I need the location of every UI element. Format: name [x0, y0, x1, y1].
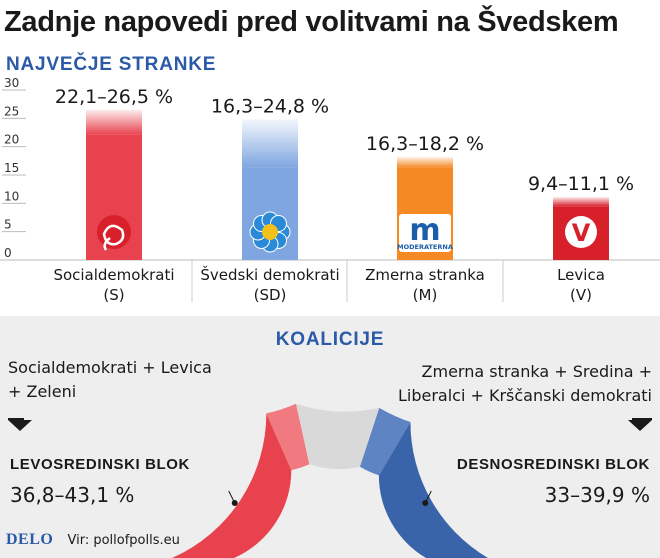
x-tick-label: Socialdemokrati [53, 266, 174, 284]
left-desc-line: Socialdemokrati + Levica [8, 358, 212, 377]
rose-logo [97, 215, 131, 251]
y-tick-label: 5 [4, 218, 12, 232]
source-label: Vir: pollofpolls.eu [67, 533, 180, 548]
y-tick-label: 30 [4, 78, 19, 90]
right-connector-dot [422, 500, 429, 506]
y-tick-label: 0 [4, 246, 12, 260]
x-tick-label: Levica [557, 266, 605, 284]
x-tick-label: (M) [413, 286, 438, 304]
arrow-down-icon [8, 418, 32, 431]
bar-range [397, 156, 453, 168]
x-tick-label: Švedski demokrati [200, 265, 339, 284]
left-bloc-segment [172, 413, 292, 558]
right-bloc-range: 33–39,9 % [544, 483, 650, 507]
x-tick-label: (V) [570, 286, 592, 304]
data-label: 22,1–26,5 % [55, 86, 173, 108]
y-tick-label: 25 [4, 104, 19, 118]
left-desc-line: + Zeleni [8, 382, 77, 401]
left-connector-dot [231, 500, 238, 506]
y-tick-label: 15 [4, 161, 19, 175]
x-tick-label: (SD) [254, 286, 287, 304]
data-label: 9,4–11,1 % [528, 173, 634, 195]
arrow-down-icon [628, 418, 652, 431]
undecided-segment [296, 403, 380, 470]
svg-text:m: m [409, 213, 440, 248]
y-tick-label: 10 [4, 189, 19, 203]
bar-range [242, 119, 298, 168]
data-label: 16,3–18,2 % [366, 133, 484, 155]
svg-text:MODERATERNA: MODERATERNA [397, 243, 453, 251]
right-bloc-name: DESNOSREDINSKI BLOK [456, 456, 650, 473]
right-bloc-range-segment [359, 407, 411, 476]
data-label: 16,3–24,8 % [211, 95, 329, 117]
left-bloc-name: LEVOSREDINSKI BLOK [10, 456, 190, 473]
page-title: Zadnje napovedi pred volitvami na Švedsk… [4, 6, 619, 38]
delo-logo: DELO [6, 531, 54, 548]
right-coalition-description: Zmerna stranka + Sredina + Liberalci + K… [398, 360, 652, 408]
left-bloc-range: 36,8–43,1 % [10, 483, 135, 507]
v-logo: V [565, 216, 597, 248]
coalition-hemicycle [172, 403, 488, 558]
left-bloc-range-segment [266, 403, 310, 471]
bar-range [553, 197, 609, 207]
svg-text:V: V [572, 219, 591, 247]
right-bloc-segment [378, 422, 488, 558]
bar-range [86, 109, 142, 135]
right-desc-line: Zmerna stranka + Sredina + [421, 362, 652, 381]
bar-chart: 0 5 10 15 20 25 30 22,1–26,5 % Socialdemokrati (S… [0, 78, 660, 304]
right-desc-line: Liberalci + Krščanski demokrati [397, 386, 652, 405]
x-tick-label: (S) [103, 286, 124, 304]
footer: DELO Vir: pollofpolls.eu [6, 531, 180, 549]
left-coalition-description: Socialdemokrati + Levica + Zeleni [8, 356, 212, 404]
coalitions-title: KOALICIJE [275, 329, 385, 350]
x-tick-label: Zmerna stranka [365, 266, 485, 284]
chart-subtitle: NAJVEČJE STRANKE [6, 54, 217, 75]
y-tick-label: 20 [4, 133, 19, 147]
flower-logo [249, 211, 291, 253]
